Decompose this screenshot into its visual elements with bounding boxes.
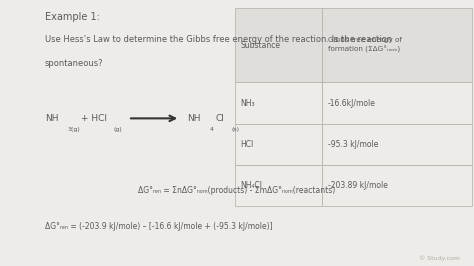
Text: spontaneous?: spontaneous?	[45, 59, 104, 68]
Text: Use Hess’s Law to determine the Gibbs free energy of the reaction. Is the reacti: Use Hess’s Law to determine the Gibbs fr…	[45, 35, 392, 44]
Bar	[322, 165, 472, 206]
Text: ΔG°ᵣₑₙ = (-203.9 kJ/mole) – [-16.6 kJ/mole + (-95.3 kJ/mole)]: ΔG°ᵣₑₙ = (-203.9 kJ/mole) – [-16.6 kJ/mo…	[45, 222, 273, 231]
Text: (s): (s)	[231, 127, 239, 131]
Text: 3(g): 3(g)	[68, 127, 81, 131]
Text: -16.6kJ/mole: -16.6kJ/mole	[328, 99, 376, 107]
Text: 4: 4	[210, 127, 214, 131]
Bar	[235, 82, 322, 124]
Text: Example 1:: Example 1:	[45, 12, 100, 22]
Text: NH₃: NH₃	[240, 99, 255, 107]
Bar	[235, 124, 322, 165]
Text: Cl: Cl	[216, 114, 225, 123]
Text: ΔG°ᵣₑₙ = ΣnΔG°ₙₒₘ(products) - ΣmΔG°ₙₒₘ(reactants): ΔG°ᵣₑₙ = ΣnΔG°ₙₒₘ(products) - ΣmΔG°ₙₒₘ(r…	[138, 186, 336, 195]
Bar	[235, 8, 322, 82]
Bar	[322, 82, 472, 124]
Bar	[322, 8, 472, 82]
Bar	[322, 124, 472, 165]
Text: NH: NH	[45, 114, 58, 123]
Text: + HCl: + HCl	[81, 114, 107, 123]
Text: HCl: HCl	[240, 140, 254, 149]
Text: -203.89 kJ/mole: -203.89 kJ/mole	[328, 181, 388, 190]
Text: (g): (g)	[114, 127, 122, 131]
Text: -95.3 kJ/mole: -95.3 kJ/mole	[328, 140, 378, 149]
Text: © Study.com: © Study.com	[419, 255, 460, 261]
Bar	[235, 165, 322, 206]
Text: NH: NH	[187, 114, 201, 123]
Text: NH₄Cl: NH₄Cl	[240, 181, 262, 190]
Text: Substance: Substance	[240, 41, 280, 50]
Text: Gibbs free energy of
formation (ΣΔG°ₙₒₘ): Gibbs free energy of formation (ΣΔG°ₙₒₘ)	[328, 38, 402, 53]
